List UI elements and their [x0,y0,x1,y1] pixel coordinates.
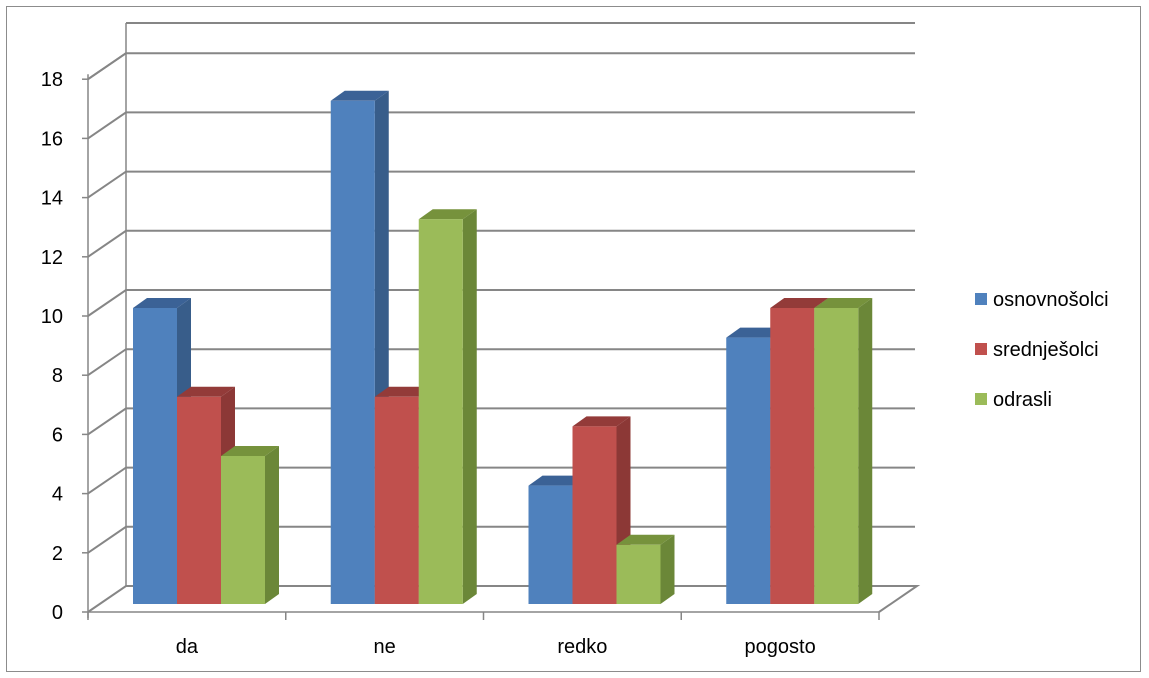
legend-item: odrasli [975,389,1052,411]
bar-side [858,298,873,604]
x-tick-labels: da ne redko pogosto [176,636,816,658]
bar-front [616,544,661,604]
bar-top [177,386,235,397]
gridline [87,348,915,377]
gridlines [87,22,921,613]
gridline [87,170,915,199]
bar-top [528,475,587,486]
bar-front [374,396,419,604]
gridline [87,289,915,317]
y-tick-label: 12 [41,247,63,269]
y-tick-label: 18 [41,69,63,91]
bar-front [814,308,859,604]
legend-swatch [975,293,987,305]
bar-top [572,416,631,427]
x-tick-label: redko [557,636,607,658]
bar [221,446,279,604]
y-tick-label: 2 [52,543,63,565]
gridline [87,585,921,613]
gridline [87,229,915,258]
legend-item: srednješolci [975,339,1099,361]
bar-front [418,219,463,604]
bar-side [265,446,279,604]
y-tick-label: 14 [41,188,63,210]
bar-top [814,298,873,308]
bar-top [221,446,279,456]
legend: osnovnošolci srednješolci odrasli [975,289,1109,411]
bar-top [374,386,433,397]
legend-swatch [975,343,987,355]
bar-top [770,298,829,308]
gridline [87,52,915,81]
bar [616,534,675,604]
bar-top [616,534,675,545]
x-tick-label: ne [374,636,396,658]
bar-front [528,485,573,604]
axes [82,74,880,620]
bar [418,209,477,604]
bar [814,298,873,604]
bar-top [726,327,785,338]
bar-top [330,90,389,101]
bar-top [133,298,191,308]
gridline [87,466,915,495]
y-tick-label: 16 [41,128,63,150]
y-tick-label: 8 [52,365,63,387]
legend-item: osnovnošolci [975,289,1109,311]
gridline [87,407,915,436]
gridline [87,111,915,140]
legend-label: srednješolci [993,339,1099,361]
y-tick-label: 4 [52,484,63,506]
gridline [87,525,915,554]
x-tick-label: pogosto [745,636,816,658]
bar-front [133,308,177,604]
bar-front [770,308,815,604]
bar-front [726,337,771,604]
bar-front [330,100,375,605]
bar-front [221,456,265,604]
legend-label: odrasli [993,389,1052,411]
y-tick-label: 10 [41,306,63,328]
bar [572,416,631,604]
bar-side [660,534,675,604]
gridline [87,52,127,81]
bar-top [418,209,477,220]
y-tick-label: 0 [52,602,63,624]
y-tick-label: 6 [52,424,63,446]
bar-front [572,426,617,604]
legend-label: osnovnošolci [993,289,1109,311]
y-tick-labels: 0 2 4 6 8 10 12 14 16 18 [41,69,63,624]
x-tick-label: da [176,636,199,658]
bar [330,90,389,605]
bars [133,90,873,605]
legend-swatch [975,393,987,405]
bar-side [462,209,477,604]
bar [133,298,191,604]
bar-front [177,396,221,604]
